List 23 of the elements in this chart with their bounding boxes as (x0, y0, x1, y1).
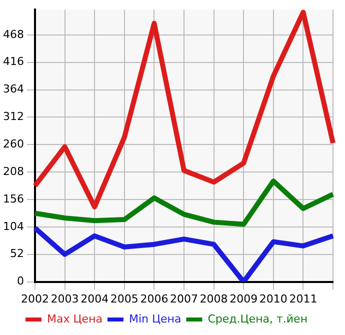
x-tick-label: 2009 (230, 292, 258, 306)
y-tick-label: 104 (2, 220, 24, 233)
x-tick-label: 2007 (170, 292, 198, 306)
y-tick-label: 364 (2, 82, 24, 96)
y-tick-label: 208 (2, 164, 24, 178)
x-tick-label: 2004 (80, 292, 109, 306)
y-tick-label: 52 (10, 247, 24, 260)
legend-label: Min Цена (128, 312, 182, 326)
y-tick-label: 312 (2, 110, 24, 124)
legend-label: Сред.Цена, т.йен (208, 312, 308, 326)
legend-label: Max Цена (46, 312, 102, 326)
x-tick-label: 2002 (20, 292, 49, 306)
y-tick-label: 260 (2, 138, 24, 151)
x-tick-label: 2008 (200, 292, 228, 306)
y-tick-label: 156 (2, 192, 24, 206)
x-tick-label: 2010 (259, 292, 288, 306)
x-tick-label: 2003 (50, 292, 79, 306)
y-tick-label: 468 (2, 28, 24, 41)
y-tick-label: 0 (16, 274, 24, 288)
x-tick-label: 2011 (289, 292, 318, 306)
y-tick-label: 416 (2, 55, 24, 68)
x-tick-label: 2006 (140, 292, 168, 306)
x-tick-label: 2005 (110, 292, 138, 306)
